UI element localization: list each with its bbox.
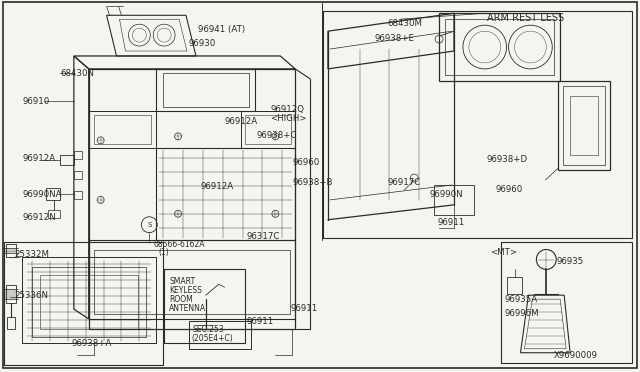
- Text: 25332M: 25332M: [14, 250, 49, 259]
- Text: KEYLESS: KEYLESS: [169, 286, 202, 295]
- Bar: [164, 269, 244, 343]
- Text: 96912Q: 96912Q: [270, 105, 305, 113]
- Bar: [323, 11, 632, 238]
- Text: 96941 (AT): 96941 (AT): [198, 25, 245, 34]
- Bar: [4, 241, 163, 365]
- Text: 96911: 96911: [437, 218, 465, 227]
- Text: 96938+B: 96938+B: [292, 178, 333, 187]
- Text: 68430N: 68430N: [60, 69, 94, 78]
- Text: 96938+A: 96938+A: [72, 339, 112, 348]
- Text: S: S: [147, 222, 152, 228]
- Text: 96935A: 96935A: [504, 295, 538, 304]
- Text: X9690009: X9690009: [553, 351, 597, 360]
- Text: 25336N: 25336N: [14, 291, 48, 300]
- Text: 96912A: 96912A: [22, 154, 56, 163]
- Bar: [500, 241, 632, 363]
- Text: 08566-6162A: 08566-6162A: [153, 240, 205, 248]
- Text: (205E4+C): (205E4+C): [191, 334, 233, 343]
- Text: 68430M: 68430M: [387, 19, 422, 28]
- Text: 96960: 96960: [292, 158, 319, 167]
- Text: 96911: 96911: [290, 304, 317, 313]
- Text: 96960: 96960: [495, 185, 523, 194]
- Text: 96996M: 96996M: [504, 309, 540, 318]
- Text: ROOM: ROOM: [169, 295, 193, 304]
- Bar: [189, 321, 250, 349]
- Text: ARM REST LESS: ARM REST LESS: [487, 13, 564, 23]
- Text: 96912A: 96912A: [225, 116, 258, 125]
- Text: 96990NA: 96990NA: [22, 190, 61, 199]
- Text: SEC.253: SEC.253: [193, 325, 225, 334]
- Text: 96910: 96910: [22, 97, 49, 106]
- Text: 96930: 96930: [189, 39, 216, 48]
- Text: 96912N: 96912N: [22, 213, 56, 222]
- Text: 96911: 96911: [246, 317, 274, 326]
- Text: <HIGH>: <HIGH>: [270, 113, 307, 122]
- Text: 96317C: 96317C: [246, 232, 280, 241]
- Text: (1): (1): [158, 247, 169, 257]
- Text: 96917C: 96917C: [387, 178, 420, 187]
- Text: ANTENNA: ANTENNA: [169, 304, 206, 313]
- Text: 96990N: 96990N: [429, 190, 463, 199]
- Text: <MT>: <MT>: [490, 247, 516, 257]
- Text: SMART: SMART: [169, 277, 195, 286]
- Text: 96912A: 96912A: [201, 182, 234, 191]
- Text: 96938+E: 96938+E: [374, 34, 415, 43]
- Text: 96935: 96935: [556, 257, 584, 266]
- Text: 96938+C: 96938+C: [257, 131, 297, 140]
- Text: 96938+D: 96938+D: [487, 155, 528, 164]
